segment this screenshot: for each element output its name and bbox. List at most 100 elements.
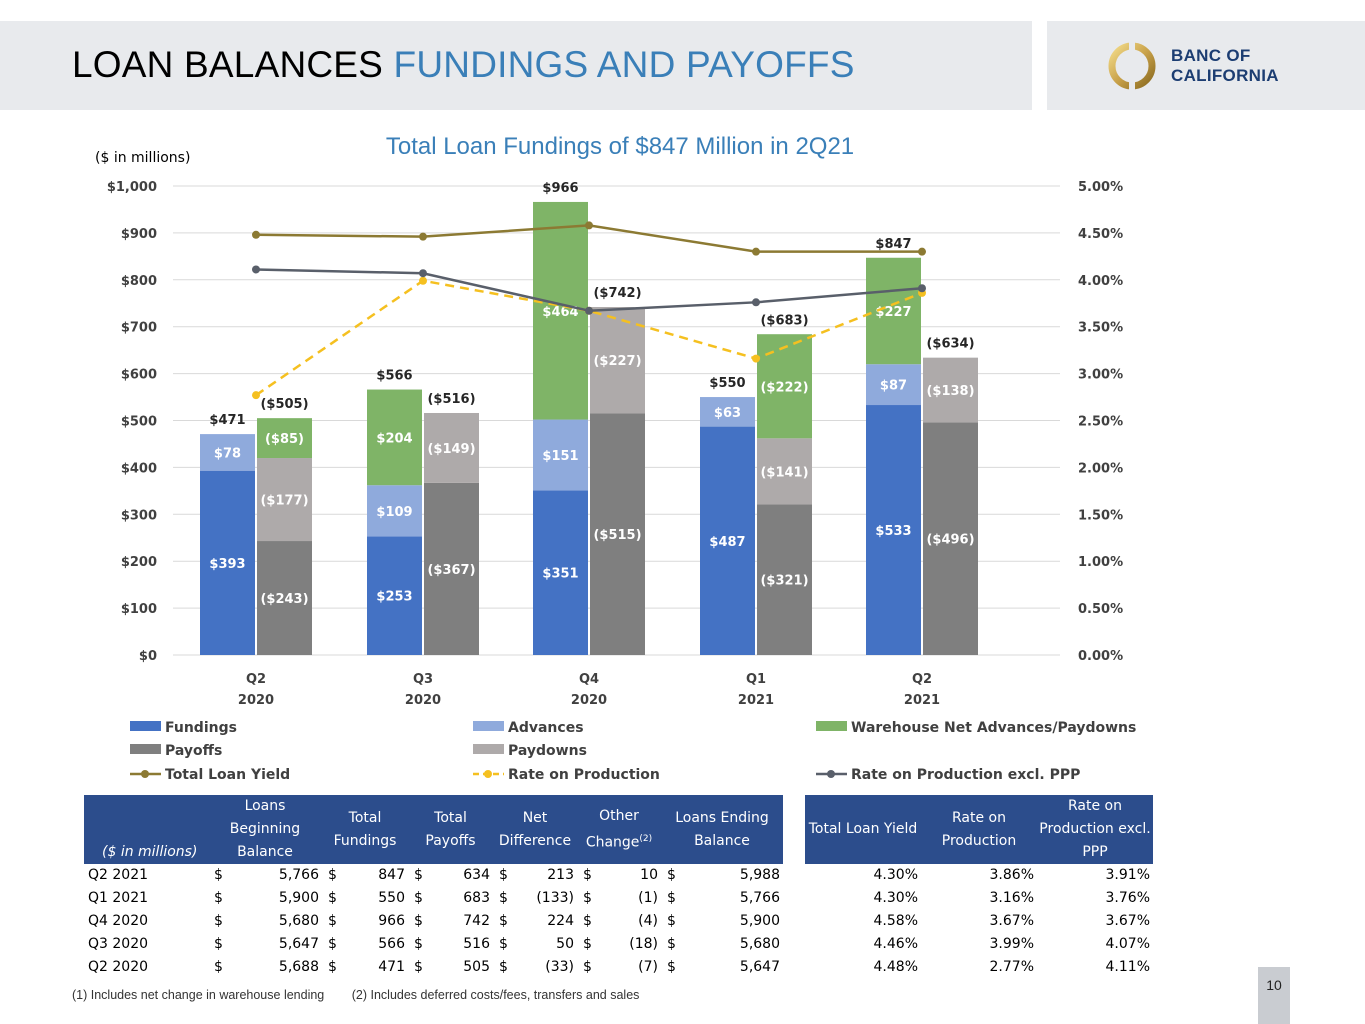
y-tick-label: $500	[121, 415, 157, 430]
table-header-rop-ex: Rate on Production excl. PPP	[1037, 795, 1153, 864]
x-tick-label: 2020	[405, 693, 441, 708]
payoff-data-label: ($149)	[427, 442, 475, 457]
payoff-bar-payoffs	[424, 482, 479, 655]
table-header-payoffs: Total Payoffs	[408, 795, 493, 864]
y-tick-label: $400	[121, 461, 157, 476]
table-header-begin: Loans Beginning Balance	[208, 795, 322, 864]
legend-label: Payoffs	[165, 743, 222, 759]
cell-rop_ex: 4.07%	[1105, 936, 1150, 952]
funding-bar-warehouse-net-advances-paydowns	[533, 201, 588, 420]
cell-begin-value: 5,647	[278, 936, 319, 952]
payoff-data-label: ($138)	[926, 384, 974, 399]
footnote-2: (2) Includes deferred costs/fees, transf…	[351, 988, 640, 1002]
payoff-bar-payoffs	[257, 541, 312, 655]
legend-label: Rate on Production excl. PPP	[851, 767, 1080, 783]
cell-rop: 3.86%	[989, 867, 1034, 883]
payoff-total-label: ($516)	[427, 392, 475, 407]
series-line-rate-on-production-excl-ppp	[255, 268, 923, 313]
y2-tick-label: 5.00%	[1078, 180, 1123, 195]
payoff-bar-warehouse-net-advances-paydowns	[257, 418, 312, 459]
row-label: Q2 2020	[88, 959, 149, 975]
x-tick-label: Q4	[579, 672, 599, 687]
y2-tick-label: 3.00%	[1078, 368, 1123, 383]
footnote-1: (1) Includes net change in warehouse len…	[72, 988, 325, 1002]
table-gap-cell	[783, 864, 805, 887]
cell-payoffs-value: 742	[463, 913, 490, 929]
payoff-data-label: ($227)	[593, 354, 641, 369]
loan-balance-table-body: Q2 2021 $5,766 $847 $634 $213 $10 $5,988 4.30% 3…	[84, 864, 1153, 979]
cell-begin-value: 5,688	[278, 959, 319, 975]
cell-end-value: 5,988	[739, 867, 780, 883]
cell-other-value: (1)	[638, 890, 658, 906]
payoff-total-label: ($742)	[593, 286, 641, 301]
y2-tick-label: 0.50%	[1078, 602, 1123, 617]
payoff-data-label: ($515)	[593, 528, 641, 543]
currency-sign: $	[414, 890, 423, 906]
funding-bar-advances	[700, 397, 755, 427]
x-tick-label: Q2	[246, 672, 266, 687]
chart-title: Total Loan Fundings of $847 Million in 2…	[386, 133, 854, 160]
row-label: Q2 2021	[88, 867, 149, 883]
cell-begin-value: 5,766	[278, 867, 319, 883]
funding-bar-warehouse-net-advances-paydowns	[367, 389, 422, 486]
y2-tick-label: 4.00%	[1078, 274, 1123, 289]
y-tick-label: $1,000	[107, 180, 157, 195]
funding-total-label: $566	[376, 369, 412, 384]
cell-yield: 4.58%	[873, 913, 918, 929]
legend-swatch	[473, 744, 504, 754]
cell-other: $ (7)	[577, 956, 661, 979]
payoff-data-label: ($367)	[427, 563, 475, 578]
cell-payoffs: $683	[408, 887, 493, 910]
cell-end-value: 5,766	[739, 890, 780, 906]
legend-marker	[827, 770, 835, 778]
funding-bar-fundings	[866, 405, 921, 655]
footnotes: (1) Includes net change in warehouse len…	[72, 988, 663, 1002]
payoff-bar-paydowns	[424, 412, 479, 483]
payoff-data-label: ($177)	[260, 494, 308, 509]
y-tick-label: $800	[121, 274, 157, 289]
cell-fundings-value: 471	[378, 959, 405, 975]
table-header-other: Other Change(2)	[577, 795, 661, 864]
cell-payoffs: $516	[408, 933, 493, 956]
payoff-bar-paydowns	[923, 357, 978, 423]
currency-sign: $	[499, 913, 508, 929]
cell-payoffs-value: 683	[463, 890, 490, 906]
funding-data-label: $253	[376, 590, 412, 605]
funding-total-label: $847	[875, 237, 911, 252]
series-point	[752, 298, 760, 307]
logo-line-2: CALIFORNIA	[1171, 66, 1279, 85]
currency-sign: $	[328, 890, 337, 906]
y-tick-label: $0	[139, 649, 157, 664]
cell-yield: 4.46%	[873, 936, 918, 952]
legend-label: Fundings	[165, 720, 237, 736]
cell-net: $ (133)	[493, 887, 577, 910]
currency-sign: $	[214, 959, 223, 975]
funding-data-label: $151	[542, 449, 578, 464]
y-tick-label: $900	[121, 227, 157, 242]
payoff-data-label: ($496)	[926, 533, 974, 548]
series-point	[585, 221, 593, 230]
cell-yield: 4.30%	[873, 890, 918, 906]
cell-rop: 3.67%	[989, 913, 1034, 929]
cell-net: $213	[493, 864, 577, 887]
cell-begin-value: 5,680	[278, 913, 319, 929]
cell-end: $5,766	[661, 887, 783, 910]
header-bar	[0, 21, 1032, 110]
payoff-data-label: ($321)	[760, 574, 808, 589]
cell-other: $ (18)	[577, 933, 661, 956]
cell-rop_ex: 3.76%	[1105, 890, 1150, 906]
currency-sign: $	[667, 959, 676, 975]
loan-balance-table: ($ in millions) Loans Beginning Balance …	[84, 795, 1153, 979]
table-header-rop: Rate on Production	[921, 795, 1037, 864]
bank-logo-icon	[1108, 42, 1156, 90]
page-number: 10	[1258, 967, 1290, 1024]
legend-label: Warehouse Net Advances/Paydowns	[851, 720, 1136, 736]
bank-logo-text: BANC OF CALIFORNIA	[1171, 46, 1279, 86]
cell-begin: $5,680	[208, 910, 322, 933]
table-row: Q3 2020 $5,647 $566 $516 $50 $ (18) $5,680 4.46%…	[84, 933, 1153, 956]
funding-data-label: $78	[214, 446, 241, 461]
cell-yield: 4.30%	[873, 867, 918, 883]
y-tick-label: $300	[121, 508, 157, 523]
x-tick-label: 2021	[738, 693, 774, 708]
cell-net: $ (33)	[493, 956, 577, 979]
